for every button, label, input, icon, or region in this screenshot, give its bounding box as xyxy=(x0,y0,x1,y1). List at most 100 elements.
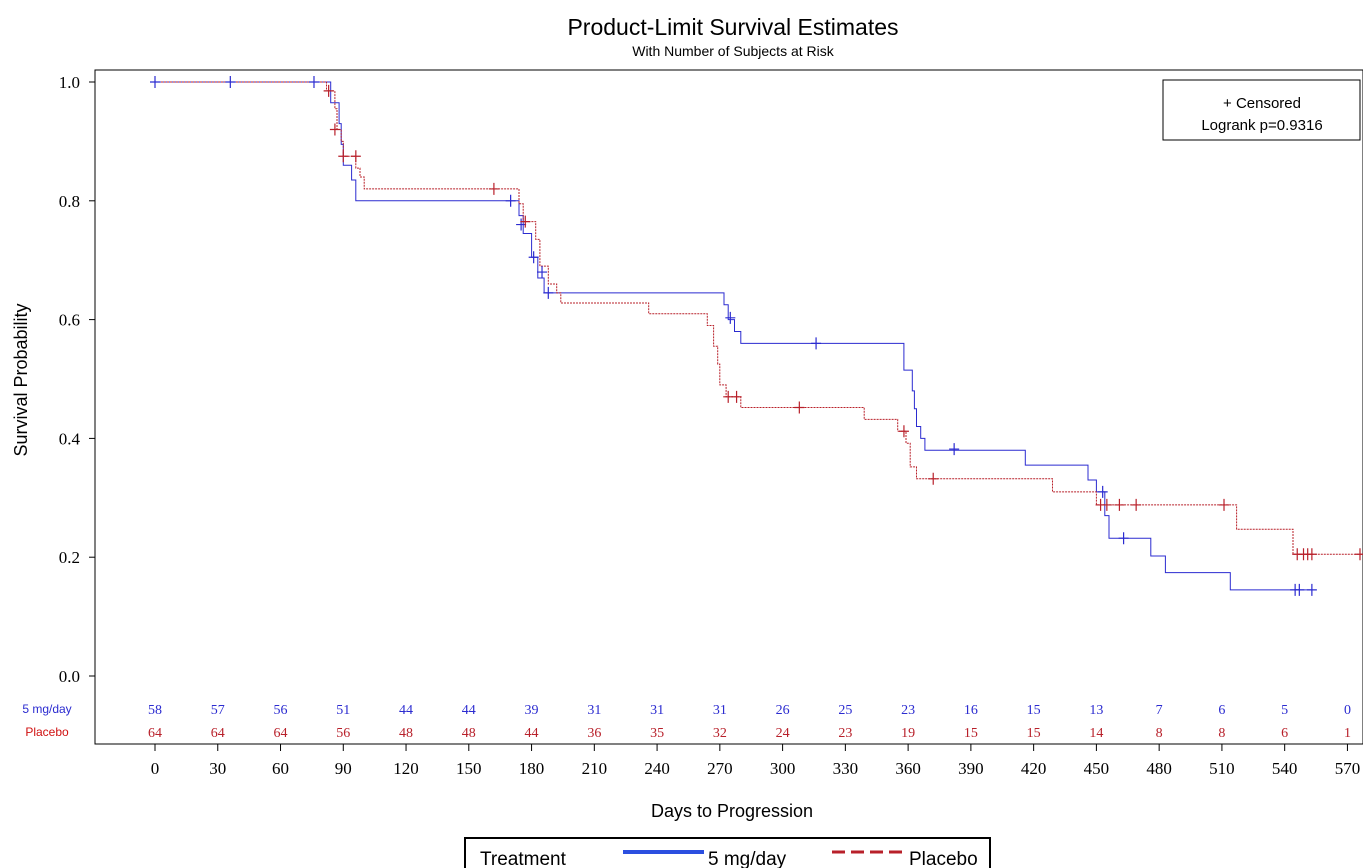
x-tick-label: 330 xyxy=(833,759,859,778)
x-tick-label: 570 xyxy=(1335,759,1361,778)
censor-mark-5mg xyxy=(150,76,160,88)
y-axis-label: Survival Probability xyxy=(11,303,31,456)
y-tick-label: 0.8 xyxy=(59,192,80,211)
legend: Treatment 5 mg/day Placebo xyxy=(464,837,991,868)
at-risk-row-label: 5 mg/day xyxy=(22,702,71,716)
x-tick-label: 480 xyxy=(1146,759,1172,778)
censor-mark-placebo xyxy=(1306,548,1317,561)
at-risk-count: 8 xyxy=(1218,726,1225,741)
at-risk-count: 32 xyxy=(713,726,727,741)
x-tick-label: 540 xyxy=(1272,759,1298,778)
censor-mark-5mg xyxy=(505,194,516,207)
legend-inset: + Censored Logrank p=0.9316 xyxy=(1162,79,1361,141)
at-risk-count: 0 xyxy=(1344,703,1351,718)
censor-mark-5mg xyxy=(308,76,319,88)
censor-mark-5mg xyxy=(1097,485,1108,498)
inset-frame xyxy=(1162,79,1361,141)
plot-frame xyxy=(94,69,1363,745)
at-risk-count: 44 xyxy=(399,703,413,718)
chart-title: Product-Limit Survival Estimates xyxy=(567,14,898,40)
at-risk-count: 6 xyxy=(1281,726,1288,741)
at-risk-count: 64 xyxy=(148,726,162,741)
at-risk-count: 16 xyxy=(964,703,978,718)
censor-mark-placebo xyxy=(323,84,334,97)
y-tick-label: 0.6 xyxy=(59,311,80,330)
at-risk-count: 31 xyxy=(650,703,664,718)
censor-mark-placebo xyxy=(329,123,340,136)
at-risk-count: 14 xyxy=(1089,726,1103,741)
series-line-placebo xyxy=(155,81,1363,555)
x-tick-label: 390 xyxy=(958,759,984,778)
at-risk-count: 31 xyxy=(587,703,601,718)
at-risk-count: 48 xyxy=(462,726,476,741)
legend-title: Treatment xyxy=(480,849,567,868)
y-tick-label: 1.0 xyxy=(59,73,80,92)
censor-marks xyxy=(150,76,1363,596)
censor-mark-placebo xyxy=(1131,498,1142,511)
x-tick-label: 60 xyxy=(272,759,289,778)
at-risk-count: 7 xyxy=(1156,703,1163,718)
x-axis-label: Days to Progression xyxy=(651,801,813,821)
censor-mark-placebo xyxy=(898,425,909,438)
censor-mark-placebo xyxy=(794,401,805,414)
y-tick-label: 0.2 xyxy=(59,548,80,567)
at-risk-count: 24 xyxy=(776,726,790,741)
censor-mark-placebo xyxy=(1219,498,1230,511)
x-tick-label: 300 xyxy=(770,759,796,778)
at-risk-count: 51 xyxy=(336,703,350,718)
censor-mark-placebo xyxy=(338,150,349,163)
censor-mark-5mg xyxy=(1306,583,1317,596)
at-risk-count: 15 xyxy=(1027,703,1041,718)
x-tick-label: 450 xyxy=(1084,759,1110,778)
at-risk-count: 39 xyxy=(525,703,539,718)
at-risk-table: 5 mg/day 58 57 56 51 44 44 39 31 31 31 26 25 23 16 15 13… xyxy=(22,702,1351,741)
censor-mark-placebo xyxy=(488,182,499,195)
at-risk-count: 44 xyxy=(525,726,539,741)
censor-mark-5mg xyxy=(528,251,539,264)
censored-note: + Censored xyxy=(1223,95,1301,112)
censor-mark-placebo xyxy=(928,472,939,485)
censor-mark-placebo xyxy=(1354,548,1363,561)
at-risk-count: 15 xyxy=(1027,726,1041,741)
at-risk-count: 64 xyxy=(274,726,288,741)
at-risk-count: 44 xyxy=(462,703,476,718)
y-axis: 0.0 0.2 0.4 0.6 0.8 1.0 xyxy=(59,73,95,686)
censor-mark-placebo xyxy=(520,215,531,228)
censor-mark-placebo xyxy=(1101,498,1112,511)
censor-mark-5mg xyxy=(537,266,548,279)
y-tick-label: 0.4 xyxy=(59,429,81,448)
x-tick-label: 150 xyxy=(456,759,482,778)
censor-mark-5mg xyxy=(225,76,236,88)
at-risk-count: 31 xyxy=(713,703,727,718)
at-risk-count: 48 xyxy=(399,726,413,741)
chart-subtitle: With Number of Subjects at Risk xyxy=(632,43,835,59)
censor-mark-5mg xyxy=(1118,532,1129,545)
censor-mark-placebo xyxy=(731,390,742,403)
x-tick-label: 30 xyxy=(209,759,226,778)
at-risk-count: 15 xyxy=(964,726,978,741)
x-axis: 0 30 60 90 120 150 180 210 240 270 300 330 360 390 420… xyxy=(151,744,1360,778)
legend-label-5mg: 5 mg/day xyxy=(708,849,787,868)
censor-mark-placebo xyxy=(1114,498,1125,511)
at-risk-count: 26 xyxy=(776,703,790,718)
at-risk-count: 8 xyxy=(1156,726,1163,741)
x-tick-label: 120 xyxy=(393,759,419,778)
at-risk-count: 35 xyxy=(650,726,664,741)
legend-frame xyxy=(464,837,991,868)
y-tick-label: 0.0 xyxy=(59,667,80,686)
x-tick-label: 90 xyxy=(335,759,352,778)
x-tick-label: 360 xyxy=(895,759,921,778)
censor-mark-placebo xyxy=(350,150,361,163)
logrank-pvalue: Logrank p=0.9316 xyxy=(1201,117,1322,134)
censor-mark-5mg xyxy=(1294,583,1305,596)
x-tick-label: 240 xyxy=(644,759,670,778)
censor-mark-5mg xyxy=(949,443,960,456)
at-risk-count: 1 xyxy=(1344,726,1351,741)
at-risk-count: 56 xyxy=(274,703,288,718)
x-tick-label: 270 xyxy=(707,759,733,778)
at-risk-count: 58 xyxy=(148,703,162,718)
at-risk-count: 23 xyxy=(901,703,915,718)
censor-mark-5mg xyxy=(811,337,822,350)
at-risk-row-label: Placebo xyxy=(25,725,69,739)
censor-mark-5mg xyxy=(516,218,527,231)
